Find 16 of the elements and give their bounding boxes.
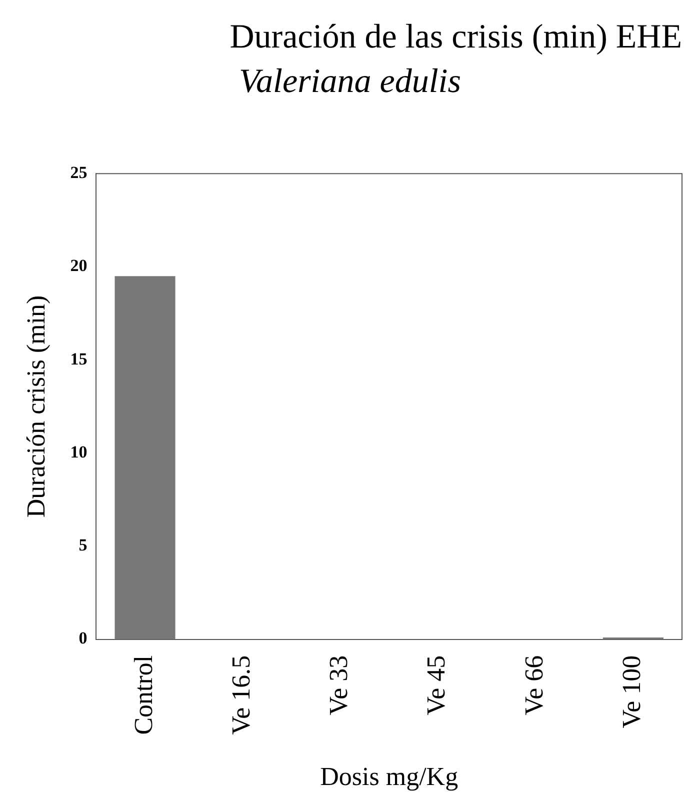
x-tick-label: Ve 100 — [617, 655, 646, 728]
y-tick-label: 15 — [70, 349, 88, 368]
x-tick-label: Ve 16.5 — [226, 655, 256, 735]
x-tick-label: Ve 45 — [422, 655, 451, 716]
chart-subtitle: Valeriana edulis — [239, 63, 461, 100]
x-axis-title: Dosis mg/Kg — [320, 762, 458, 792]
x-tick-label: Ve 33 — [324, 655, 354, 716]
y-tick-label: 25 — [70, 162, 88, 182]
y-axis-title: Duración crisis (min) — [21, 295, 50, 518]
y-tick-label: 0 — [78, 628, 88, 648]
x-tick-label: Control — [128, 655, 158, 735]
y-tick-label: 10 — [70, 442, 88, 462]
y-tick-label: 5 — [78, 536, 88, 555]
y-tick-label: 20 — [70, 256, 88, 276]
chart-title: Duración de las crisis (min) EHE — [230, 18, 682, 56]
x-tick-label: Ve 66 — [519, 655, 548, 716]
